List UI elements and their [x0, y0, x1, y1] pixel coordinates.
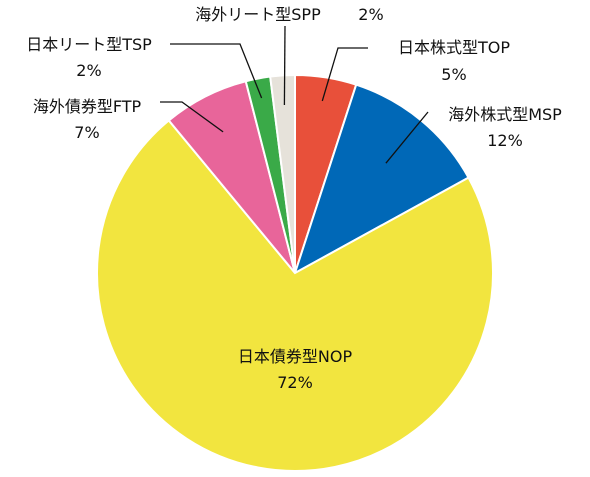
slice-name: 日本リート型TSP: [26, 35, 152, 54]
pie-slices: [96, 73, 494, 472]
leader-lines: [160, 25, 429, 164]
slice-percent: 12%: [487, 131, 523, 150]
slice-name: 日本株式型TOP: [398, 38, 510, 57]
label-kaigai-kabushiki: 海外株式型MSP 12%: [448, 105, 562, 150]
pie-slice-2: [96, 119, 494, 472]
slice-percent: 7%: [74, 123, 99, 142]
slice-percent: 2%: [76, 61, 101, 80]
leader-line-4: [170, 43, 263, 99]
slice-percent: 2%: [358, 5, 383, 24]
label-kaigai-reit: 海外リート型SPP 2%: [195, 5, 383, 24]
label-nihon-reit: 日本リート型TSP 2%: [26, 35, 152, 80]
slice-percent: 72%: [277, 373, 313, 392]
slice-name: 海外債券型FTP: [33, 97, 142, 116]
slice-name: 日本債券型NOP: [238, 347, 353, 366]
leader-line-0: [321, 47, 368, 102]
slice-percent: 5%: [441, 65, 466, 84]
pie-slice-5: [269, 73, 296, 274]
label-nihon-saiken: 日本債券型NOP 72%: [238, 347, 353, 392]
slice-name: 海外株式型MSP: [448, 105, 562, 124]
leader-line-1: [385, 111, 429, 164]
label-kaigai-saiken: 海外債券型FTP 7%: [33, 97, 142, 142]
slice-name: 海外リート型SPP: [195, 5, 321, 24]
leader-line-5: [283, 25, 286, 106]
leader-line-3: [160, 101, 224, 133]
label-nihon-kabushiki: 日本株式型TOP 5%: [398, 38, 510, 84]
